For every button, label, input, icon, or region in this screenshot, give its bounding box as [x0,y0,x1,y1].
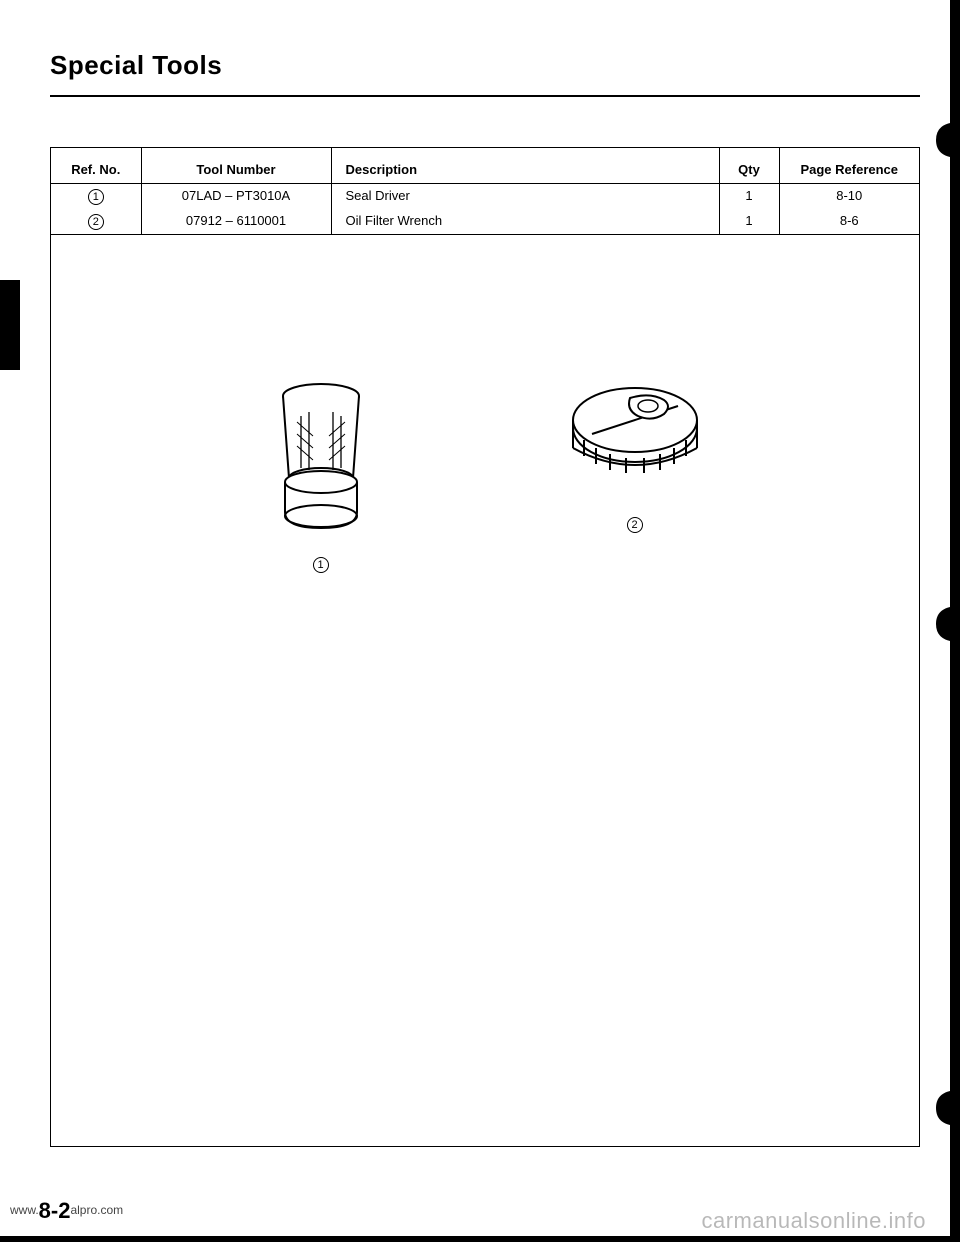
td-page: 8-6 [779,209,919,235]
td-tool: 07LAD – PT3010A [141,184,331,210]
circled-number: 2 [88,214,104,230]
td-desc: Oil Filter Wrench [331,209,719,235]
td-tool: 07912 – 6110001 [141,209,331,235]
bottom-edge [0,1236,960,1242]
th-tool: Tool Number [141,148,331,184]
th-page: Page Reference [779,148,919,184]
side-tab [0,280,20,370]
binding-ring [930,604,960,644]
page: Special Tools Ref. No. Tool Number Descr… [0,0,960,1242]
figure-seal-driver: 1 [261,378,381,573]
footer-url-suffix: alpro.com [70,1203,123,1217]
circled-number: 1 [313,557,329,573]
figure-label: 2 [627,516,643,533]
table-row: 2 07912 – 6110001 Oil Filter Wrench 1 8-… [51,209,919,235]
td-page: 8-10 [779,184,919,210]
figure-oil-filter-wrench: 2 [560,378,710,573]
seal-driver-icon [261,378,381,538]
table-header-row: Ref. No. Tool Number Description Qty Pag… [51,148,919,184]
th-ref: Ref. No. [51,148,141,184]
binding-ring [930,1088,960,1128]
td-ref: 2 [51,209,141,235]
td-qty: 1 [719,209,779,235]
page-title: Special Tools [50,50,920,81]
circled-number: 2 [627,517,643,533]
content-area: Special Tools Ref. No. Tool Number Descr… [50,50,920,1147]
figures-row: 1 2 [51,378,919,573]
figure-label: 1 [313,556,329,573]
oil-filter-wrench-icon [560,378,710,498]
footer: www.8-2alpro.com [10,1198,123,1224]
td-desc: Seal Driver [331,184,719,210]
content-box: Ref. No. Tool Number Description Qty Pag… [50,147,920,1147]
ring-binding [930,0,960,1242]
th-desc: Description [331,148,719,184]
table-row: 1 07LAD – PT3010A Seal Driver 1 8-10 [51,184,919,210]
binding-ring [930,120,960,160]
title-rule [50,95,920,97]
td-ref: 1 [51,184,141,210]
watermark: carmanualsonline.info [701,1208,926,1234]
td-qty: 1 [719,184,779,210]
footer-url-prefix: www. [10,1203,39,1217]
page-number: 8-2 [39,1198,71,1223]
tools-table: Ref. No. Tool Number Description Qty Pag… [51,148,919,235]
th-qty: Qty [719,148,779,184]
circled-number: 1 [88,189,104,205]
